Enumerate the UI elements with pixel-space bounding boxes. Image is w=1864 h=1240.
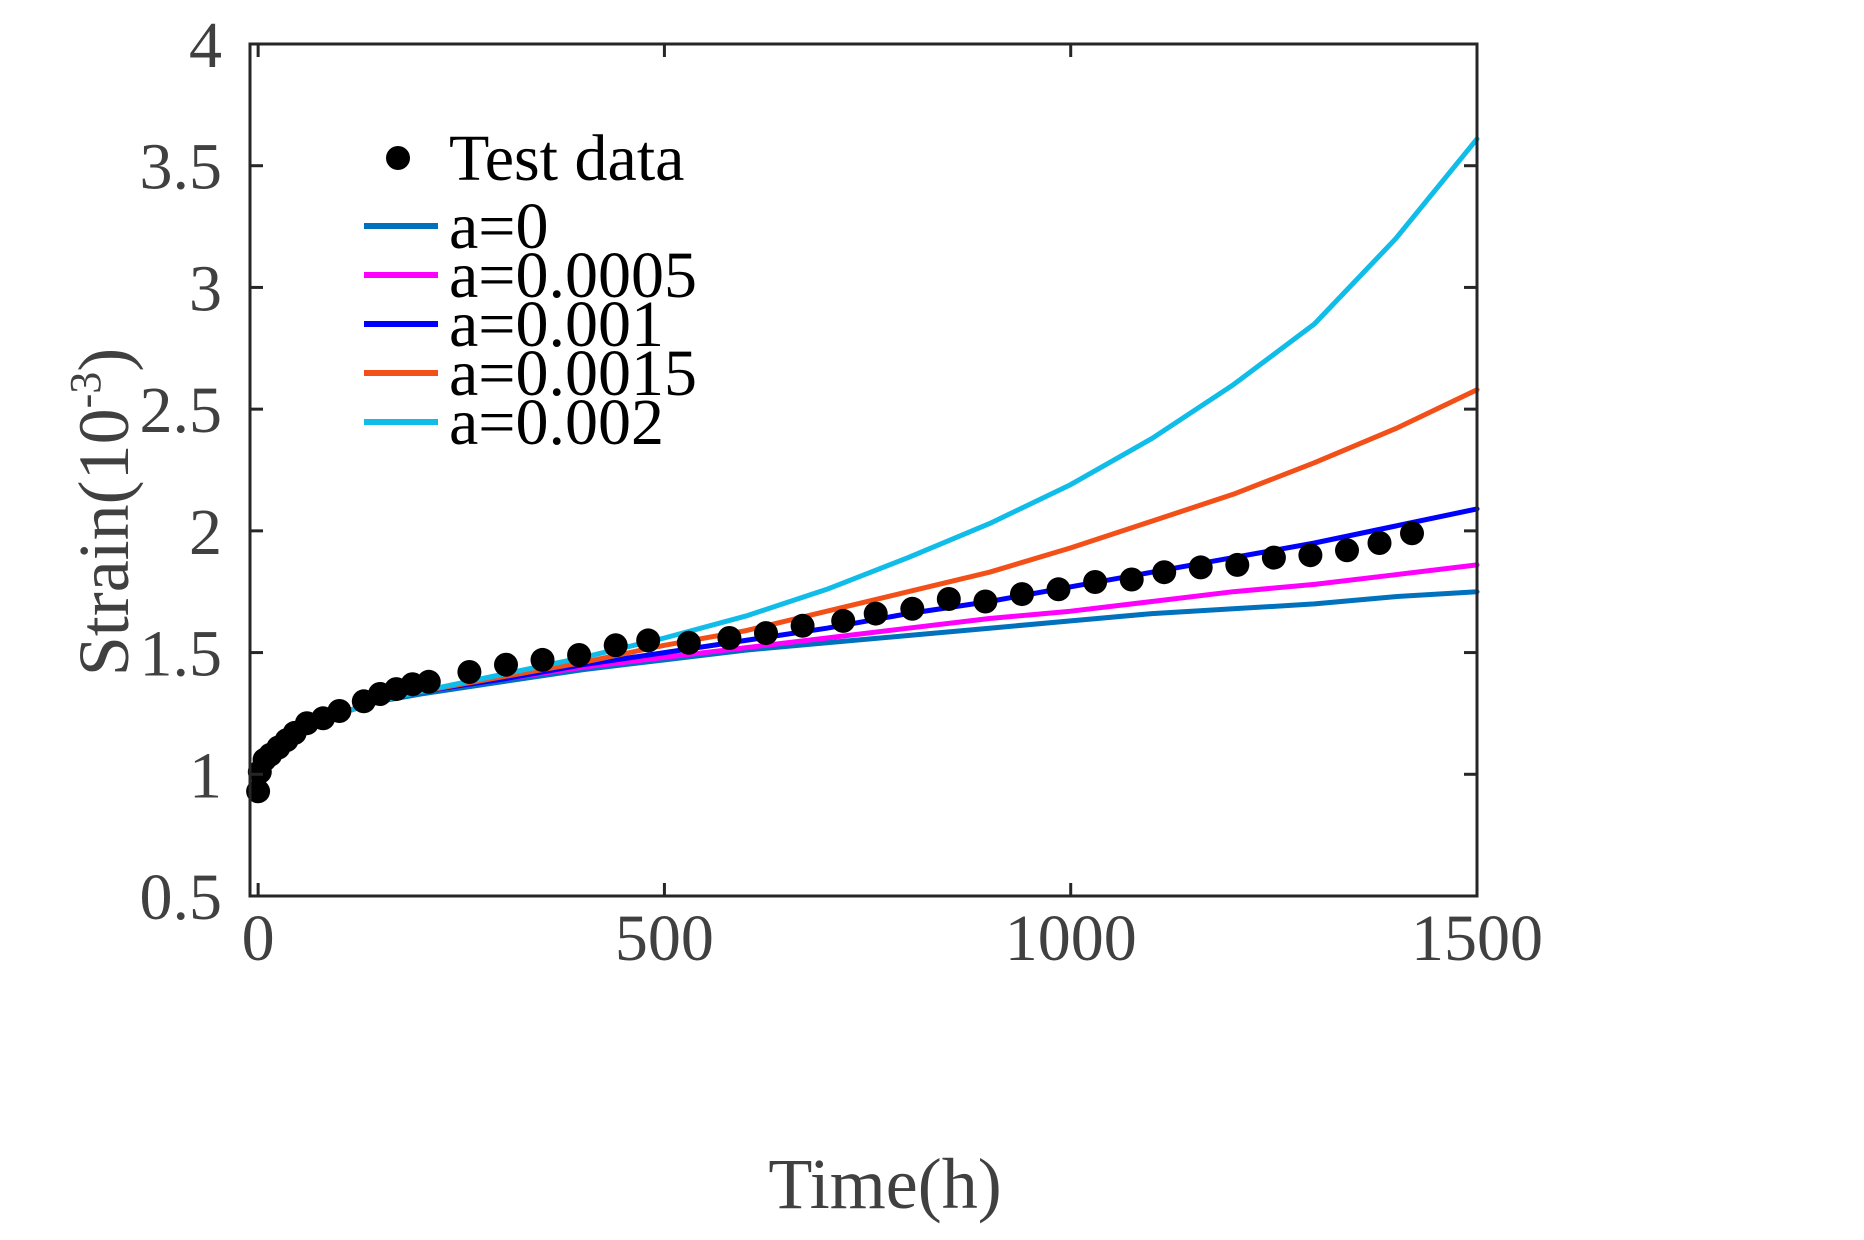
data-point (530, 647, 555, 672)
legend-label-test-data: Test data (449, 122, 684, 195)
y-tick-label: 4 (189, 9, 222, 82)
data-point (790, 613, 815, 638)
data-point (1119, 567, 1144, 592)
data-point (1367, 531, 1392, 555)
y-tick-label: 3 (189, 252, 222, 325)
data-point (717, 626, 742, 650)
tick-layer (250, 42, 1479, 898)
legend-label-a-0: a=0 (449, 190, 549, 263)
x-tick-label: 500 (615, 902, 714, 975)
y-axis-label-main: Strain(10 (64, 408, 144, 676)
data-point (457, 660, 482, 684)
data-point (754, 621, 778, 646)
y-axis-label-superscript: -3 (61, 372, 110, 409)
data-point (494, 652, 518, 677)
data-point (936, 587, 961, 611)
plot-frame (248, 42, 1479, 898)
data-point (831, 608, 856, 633)
x-tick-labels: 0 500 1000 1500 (242, 902, 1543, 975)
data-point (416, 669, 441, 694)
y-tick-label: 1 (189, 739, 222, 812)
data-point (1335, 538, 1359, 563)
x-tick-label: 1000 (1005, 902, 1137, 975)
data-point (863, 601, 888, 626)
data-point (1225, 552, 1250, 577)
data-point (1261, 545, 1286, 570)
legend-label-a-0-002: a=0.002 (449, 386, 664, 459)
data-point (1152, 560, 1177, 585)
scatter-layer (246, 521, 1424, 804)
y-axis-label: Strain(10-3) (61, 348, 144, 677)
data-point (246, 779, 271, 804)
x-axis-label: Time(h) (768, 1144, 1001, 1224)
y-tick-label: 2 (189, 496, 222, 569)
data-point (973, 589, 998, 614)
legend: Test data a=0a=0.0005a=0.001a=0.0015a=0.… (364, 122, 697, 459)
y-tick-label: 1.5 (140, 618, 223, 691)
legend-label-a-0-001: a=0.001 (449, 288, 664, 361)
data-point (1188, 555, 1213, 580)
data-point (636, 628, 661, 653)
y-tick-label: 2.5 (140, 374, 223, 447)
data-point (900, 596, 925, 621)
y-axis-label-close: ) (64, 348, 144, 372)
legend-label-a-0-0015: a=0.0015 (449, 337, 697, 410)
data-point (1046, 577, 1071, 602)
x-tick-label: 1500 (1411, 902, 1543, 975)
legend-label-a-0-0005: a=0.0005 (449, 239, 697, 312)
data-point (676, 630, 701, 655)
data-point (1083, 570, 1108, 594)
y-tick-label: 0.5 (140, 861, 223, 934)
legend-marker-test-data (386, 146, 410, 170)
data-point (567, 643, 592, 667)
y-tick-label: 3.5 (140, 131, 223, 204)
data-point (1010, 582, 1034, 607)
data-point (603, 633, 628, 658)
x-tick-label: 0 (242, 902, 275, 975)
data-point (1400, 521, 1424, 546)
y-tick-labels: 0.5 1 1.5 2 2.5 3 3.5 4 (140, 9, 223, 934)
data-point (327, 699, 352, 723)
data-point (1298, 543, 1323, 568)
